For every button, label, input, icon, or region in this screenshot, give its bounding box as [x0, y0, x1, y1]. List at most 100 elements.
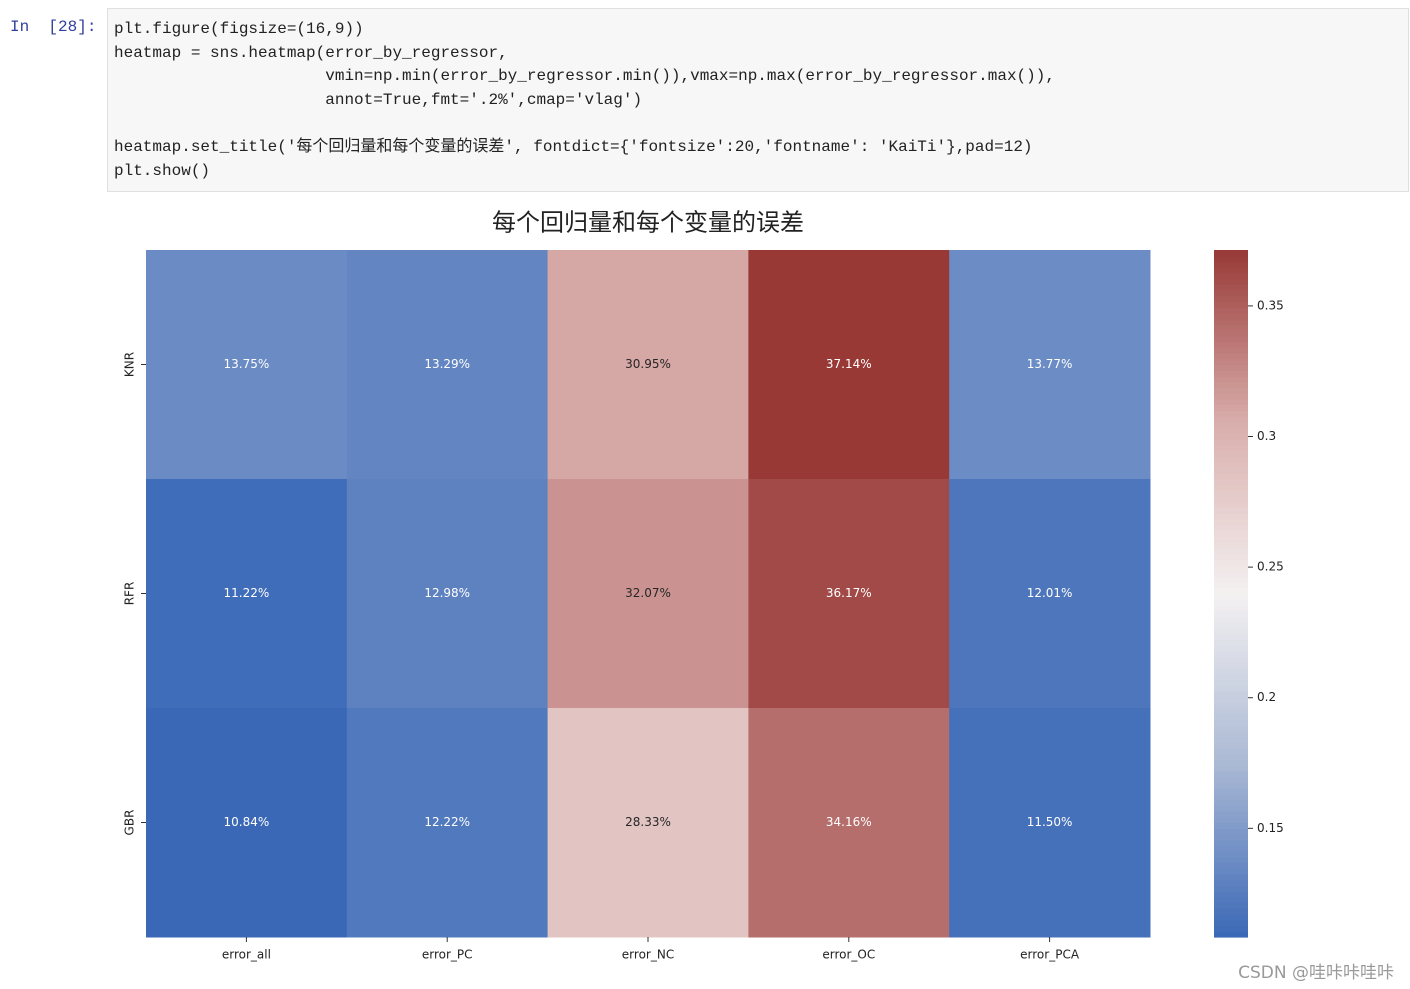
colorbar-step — [1214, 896, 1248, 904]
colorbar-step — [1214, 507, 1248, 514]
colorbar-step — [1214, 467, 1248, 474]
colorbar-step — [1214, 891, 1248, 898]
code-line: plt.show() — [114, 162, 211, 181]
colorbar-step — [1214, 530, 1248, 537]
colorbar-step — [1214, 398, 1248, 406]
colorbar-step — [1214, 295, 1248, 303]
colorbar-step — [1214, 582, 1248, 589]
colorbar-tick-label: 0.35 — [1257, 298, 1284, 312]
colorbar-step — [1214, 364, 1248, 371]
colorbar-step — [1214, 456, 1248, 463]
colorbar-step — [1214, 255, 1248, 263]
heatmap-cell — [949, 250, 1151, 480]
colorbar-step — [1214, 713, 1248, 721]
cell-label: 10.84% — [224, 815, 270, 829]
colorbar-step — [1214, 931, 1248, 938]
colorbar-step — [1214, 914, 1248, 921]
colorbar-step — [1214, 593, 1248, 600]
colorbar-step — [1214, 885, 1248, 892]
colorbar-step — [1214, 633, 1248, 640]
colorbar-tick-label: 0.2 — [1257, 690, 1276, 704]
colorbar-step — [1214, 753, 1248, 761]
y-tick-label: RFR — [123, 582, 137, 606]
colorbar-step — [1214, 559, 1248, 566]
heatmap-cell — [146, 250, 348, 480]
heatmap-cell — [748, 250, 950, 480]
colorbar-step — [1214, 501, 1248, 509]
colorbar-step — [1214, 742, 1248, 749]
colorbar-step — [1214, 673, 1248, 680]
colorbar-step — [1214, 324, 1248, 331]
code-line: heatmap.set_title('每个回归量和每个变量的误差', fontd… — [114, 138, 1033, 157]
heatmap-cell — [748, 479, 950, 709]
colorbar-step — [1214, 765, 1248, 772]
colorbar-step — [1214, 702, 1248, 709]
code-line: annot=True,fmt='.2%',cmap='vlag') — [114, 91, 643, 110]
colorbar-step — [1214, 570, 1248, 577]
colorbar-step — [1214, 564, 1248, 572]
colorbar-step — [1214, 696, 1248, 703]
colorbar-step — [1214, 736, 1248, 743]
code-cell[interactable]: plt.figure(figsize=(16,9)) heatmap = sns.… — [107, 8, 1409, 192]
colorbar-step — [1214, 851, 1248, 858]
colorbar-step — [1214, 690, 1248, 698]
cell-label: 13.77% — [1027, 357, 1073, 371]
colorbar-step — [1214, 650, 1248, 658]
colorbar-step — [1214, 599, 1248, 606]
colorbar-step — [1214, 622, 1248, 629]
colorbar-step — [1214, 479, 1248, 486]
cell-label: 37.14% — [826, 357, 872, 371]
colorbar-step — [1214, 719, 1248, 726]
colorbar-step — [1214, 484, 1248, 492]
colorbar-step — [1214, 748, 1248, 755]
colorbar-step — [1214, 908, 1248, 915]
colorbar-step — [1214, 393, 1248, 400]
heatmap-cell — [547, 708, 749, 938]
colorbar-step — [1214, 902, 1248, 909]
colorbar-step — [1214, 358, 1248, 366]
colorbar-tick-label: 0.3 — [1257, 429, 1276, 443]
colorbar-step — [1214, 341, 1248, 348]
x-tick-label: error_PC — [422, 948, 473, 962]
colorbar-step — [1214, 461, 1248, 469]
colorbar-step — [1214, 799, 1248, 806]
code: plt.figure(figsize=(16,9)) heatmap = sns.… — [114, 18, 1055, 184]
cell-label: 36.17% — [826, 586, 872, 600]
colorbar-step — [1214, 513, 1248, 520]
colorbar-step — [1214, 919, 1248, 927]
colorbar-step — [1214, 639, 1248, 646]
colorbar-step — [1214, 822, 1248, 829]
cell-label: 12.98% — [424, 586, 470, 600]
code-line: plt.figure(figsize=(16,9)) — [114, 20, 364, 38]
colorbar-step — [1214, 278, 1248, 285]
colorbar-step — [1214, 410, 1248, 417]
colorbar-step — [1214, 272, 1248, 280]
colorbar-step — [1214, 845, 1248, 852]
heatmap-cell — [146, 708, 348, 938]
colorbar-step — [1214, 381, 1248, 388]
chart-title: 每个回归量和每个变量的误差 — [492, 209, 804, 237]
heatmap-cell — [346, 708, 549, 938]
colorbar-step — [1214, 330, 1248, 337]
cell-label: 13.75% — [224, 357, 270, 371]
colorbar-step — [1214, 656, 1248, 663]
colorbar-step — [1214, 301, 1248, 308]
colorbar-step — [1214, 805, 1248, 812]
code-line — [114, 113, 1055, 137]
colorbar-step — [1214, 416, 1248, 423]
heatmap-cell — [346, 479, 549, 709]
colorbar-step — [1214, 645, 1248, 652]
x-tick-label: error_NC — [622, 948, 674, 962]
colorbar-step — [1214, 250, 1248, 257]
colorbar-step — [1214, 833, 1248, 841]
colorbar-step — [1214, 347, 1248, 354]
cell-label: 12.01% — [1027, 586, 1073, 600]
colorbar-step — [1214, 708, 1248, 715]
colorbar-step — [1214, 490, 1248, 497]
colorbar-step — [1214, 519, 1248, 526]
colorbar-step — [1214, 627, 1248, 635]
colorbar-step — [1214, 730, 1248, 738]
heatmap-cell — [748, 708, 950, 938]
colorbar-step — [1214, 427, 1248, 434]
colorbar-step — [1214, 536, 1248, 543]
